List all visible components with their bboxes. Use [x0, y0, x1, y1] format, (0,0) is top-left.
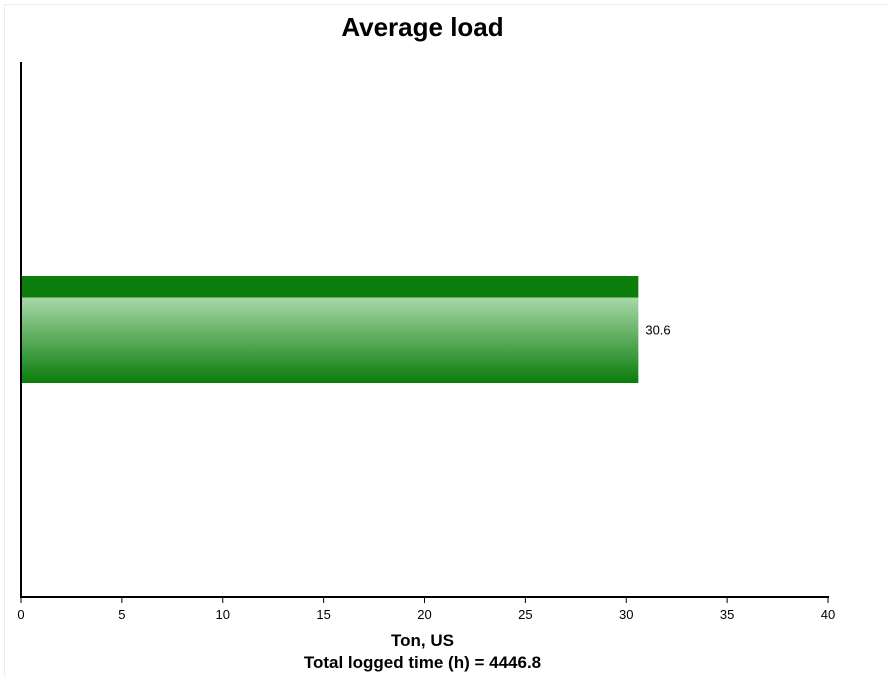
x-tick-label: 40 [821, 607, 835, 622]
chart-frame [4, 4, 888, 676]
x-tick-label: 15 [316, 607, 330, 622]
x-tick-label: 10 [216, 607, 230, 622]
bar-value-label: 30.6 [645, 323, 670, 338]
bars: 30.6 [22, 276, 671, 383]
x-tick-label: 20 [417, 607, 431, 622]
x-axis-ticks: 0 5 10 15 20 25 30 35 40 [17, 597, 835, 622]
x-tick-label: 5 [118, 607, 125, 622]
x-tick-label: 0 [17, 607, 24, 622]
bar [22, 276, 639, 383]
x-axis-label: Ton, US [391, 631, 454, 650]
x-tick-label: 30 [619, 607, 633, 622]
x-tick-label: 35 [720, 607, 734, 622]
total-logged-time-note: Total logged time (h) = 4446.8 [303, 653, 542, 672]
x-tick-label: 25 [518, 607, 532, 622]
chart-title: Average load [341, 12, 504, 42]
